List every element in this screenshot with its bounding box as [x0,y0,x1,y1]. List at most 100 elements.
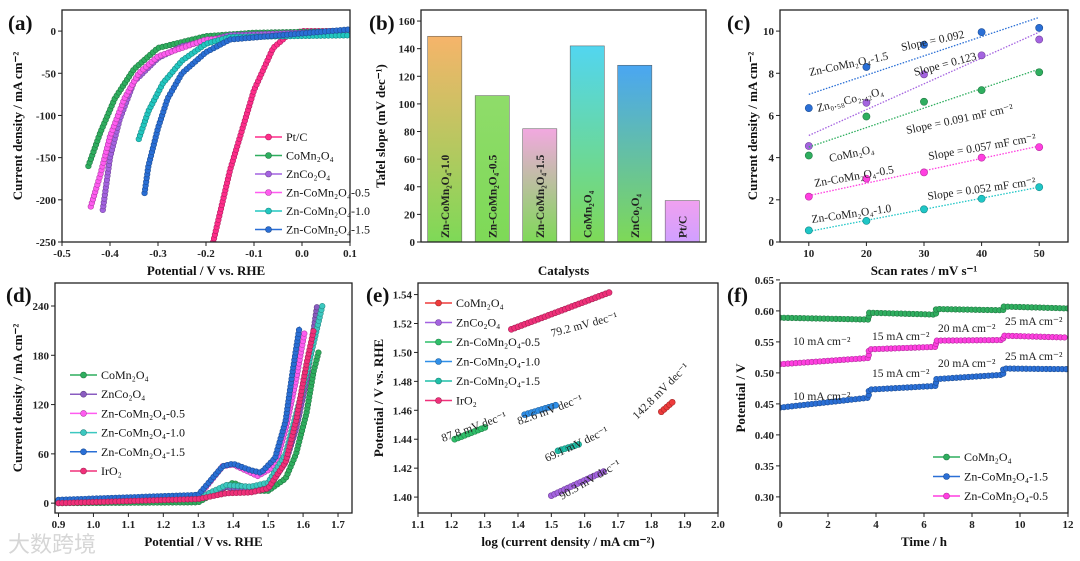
y-tick-label: 0.35 [755,461,775,473]
legend-marker [265,189,272,196]
plot-area [55,303,326,507]
y-tick-label: 1.46 [393,405,413,417]
y-tick-label: 0 [51,26,57,38]
fit-line [808,31,1040,137]
legend-label: Zn-CoMn₂O₄-0.5 [101,406,185,420]
y-tick-label: 0 [410,237,416,249]
legend-item: Zn-CoMn₂O₄-0.5 [933,489,1048,503]
data-point [1035,35,1044,44]
y-tick-label: -200 [36,195,57,207]
data-point [920,168,928,177]
data-point [920,40,928,49]
plot-area [451,289,676,499]
y-tick-label: 0 [769,237,775,249]
legend-item: Zn-CoMn₂O₄-1.0 [70,426,185,440]
bar [474,95,510,242]
bar [617,64,653,242]
bar [569,45,605,242]
legend-label: Zn-CoMn₂O₄-1.5 [101,445,185,459]
data-point [804,192,813,201]
data-point [1061,334,1068,341]
data-point [804,151,813,160]
legend-item: ZnCo₂O₄ [70,387,145,401]
panel-c: 0 2 4 6 8 10 10 20 30 40 50 Scan rates / mV s⁻¹ Curr… [727,9,1069,278]
y-tick-label: 0.30 [755,492,775,504]
slope-label: 87.8 mV dec⁻¹ [440,410,509,445]
bar-label: Zn-CoMn₂O₄-0.5 [487,155,499,238]
y-tick-label: 1.40 [393,492,413,504]
x-axis-title: Potential / V vs. RHE [147,263,265,278]
data-point [977,194,986,203]
panel-label: (b) [369,11,395,35]
plot-area [780,303,1068,411]
panel-label: (f) [727,283,748,307]
x-tick-label: 1.3 [478,519,492,531]
legend-item: Zn-CoMn₂O₄-0.5 [425,335,540,349]
panel-a: -250 -200 -150 -100 -50 0 -0.5 -0.4 -0.3 -0.2 -0.1… [8,9,370,278]
y-tick-label: 8 [769,68,775,80]
y-tick-label: 1.54 [393,290,413,302]
y-tick-label: 0.60 [755,306,775,318]
data-point [977,153,986,162]
x-tick-label: 1.7 [331,519,345,531]
legend-item: CoMn₂O₄ [933,450,1012,464]
x-tick-label: 12 [1063,519,1075,531]
legend-marker [80,371,87,379]
x-axis-title: log (current density / mA cm⁻²) [481,534,654,549]
x-tick-label: 1.6 [578,519,592,531]
legend-item: Zn-CoMn₂O₄-1.0 [425,355,540,369]
x-tick-label: -0.3 [149,248,167,260]
x-tick-label: 1.2 [156,519,170,531]
bar-label: CoMn₂O₄ [582,190,594,238]
y-tick-label: 0.65 [755,275,775,287]
slope-label: Slope = 0.091 mF cm⁻² [905,102,1015,137]
legend-marker [80,429,87,436]
legend-item: Zn-CoMn₂O₄-0.5 [255,186,370,200]
slope-label: 82.6 mV dec⁻¹ [516,393,585,428]
legend-item: Zn-CoMn₂O₄-1.5 [255,223,370,237]
legend-label: IrO₂ [101,464,122,478]
x-tick-label: 1.9 [678,519,692,531]
data-point [862,174,871,183]
data-point [605,289,613,296]
legend-label: Zn-CoMn₂O₄-0.5 [964,489,1048,503]
y-tick-label: 100 [399,99,416,111]
legend-item: Pt/C [255,130,307,144]
slope-label: Slope = 0.092 [900,29,966,54]
data-point [1035,143,1044,151]
x-tick-label: 1.7 [611,519,625,531]
data-point [600,468,607,475]
slope-label: 79.2 mV dec⁻¹ [550,310,620,339]
data-point [1035,68,1044,77]
y-tick-label: -250 [36,237,57,249]
data-point [301,330,308,337]
x-tick-label: -0.4 [101,248,119,260]
legend-marker [265,207,272,215]
panel-label: (c) [727,11,750,35]
legend-item: CoMn₂O₄ [425,296,504,310]
legend-item: Zn-CoMn₂O₄-0.5 [70,406,185,420]
x-tick-label: 2.0 [711,519,725,531]
data-point [575,441,582,448]
x-tick-label: 1.4 [511,519,525,531]
x-tick-label: 0 [777,519,783,531]
legend-marker [265,133,272,141]
legend-marker [943,492,950,500]
legend-item: CoMn₂O₄ [70,368,149,382]
data-point [1035,24,1044,32]
data-point [804,142,813,150]
x-tick-label: 30 [919,248,931,260]
data-point [1063,366,1068,373]
legend-label: Zn-CoMn₂O₄-1.5 [286,223,370,237]
series-label: Zn-CoMn₂O₄-1.0 [811,203,893,226]
x-tick-label: -0.5 [53,248,71,260]
y-tick-label: 20 [404,209,416,221]
y-tick-label: 240 [33,301,50,313]
x-tick-label: 1.4 [226,519,240,531]
data-point [804,104,813,112]
legend-label: CoMn₂O₄ [101,368,149,382]
x-axis-title: Time / h [901,534,948,549]
bar-label: Zn-CoMn₂O₄-1.0 [440,155,452,238]
legend-marker [80,467,87,475]
data-point [315,349,322,356]
